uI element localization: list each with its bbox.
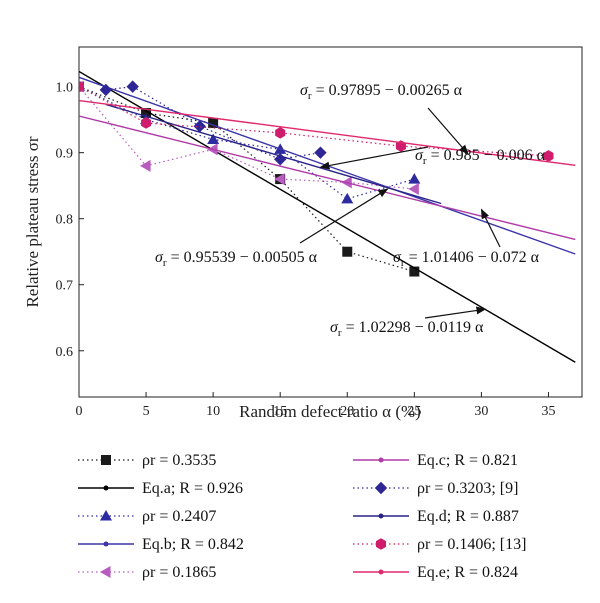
annotation-arrow	[427, 107, 469, 155]
legend-dot	[378, 457, 384, 463]
fit-equation-label: σr = 0.985 − 0.006 α	[415, 147, 546, 167]
y-tick-label: 0.8	[56, 213, 74, 228]
fit-line	[79, 115, 576, 241]
data-point	[409, 266, 420, 277]
series-1	[79, 70, 576, 363]
legend-item: Eq.a; R = 0.926	[78, 480, 243, 497]
legend-marker	[100, 566, 111, 578]
series-5	[79, 115, 576, 241]
series-8	[79, 80, 554, 162]
legend-item: Eq.c; R = 0.821	[353, 452, 518, 469]
annotation-arrow	[319, 146, 429, 170]
legend-label: ρr = 0.3535	[142, 452, 216, 469]
data-point	[126, 80, 139, 93]
legend-label: Eq.b; R = 0.842	[142, 536, 244, 553]
legend-item: Eq.d; R = 0.887	[353, 508, 519, 525]
legend-label: Eq.e; R = 0.824	[417, 564, 518, 581]
legend-dot	[378, 569, 384, 575]
legend-item: Eq.e; R = 0.824	[353, 564, 518, 581]
legend-item: Eq.b; R = 0.842	[78, 536, 244, 553]
dotted-connector	[79, 86, 549, 157]
data-point	[99, 83, 113, 97]
series-7	[105, 103, 442, 205]
legend-label: ρr = 0.3203; [9]	[417, 480, 518, 497]
legend-dot	[103, 485, 109, 491]
legend-label: ρr = 0.2407	[142, 508, 216, 525]
legend-marker	[374, 481, 388, 495]
legend-item: ρr = 0.3203; [9]	[353, 480, 518, 497]
fit-equation-label: σr = 1.02298 − 0.0119 α	[330, 319, 484, 339]
legend-marker	[100, 510, 112, 521]
y-tick-label: 0.7	[56, 279, 74, 294]
annotation-arrow	[299, 188, 389, 244]
fit-line	[79, 99, 576, 166]
x-axis-title: Random defect ratio α (%)	[239, 402, 421, 421]
legend-label: ρr = 0.1865	[142, 564, 216, 581]
y-axis-title: Relative plateau stress σr	[23, 136, 42, 307]
data-point	[141, 117, 152, 129]
y-tick-label: 0.6	[56, 345, 74, 360]
legend-marker	[375, 538, 387, 550]
legend-dot	[378, 513, 384, 519]
annotation-arrow	[424, 306, 487, 319]
legend-label: Eq.d; R = 0.887	[417, 508, 519, 525]
legend-label: ρr = 0.1406; [13]	[417, 536, 526, 553]
legend-label: Eq.c; R = 0.821	[417, 452, 518, 469]
legend: ρr = 0.3535 Eq.a; R = 0.926 ρr = 0.2407 Eq.…	[78, 452, 526, 581]
fit-equation-label: σr = 0.97895 − 0.00265 α	[300, 82, 463, 102]
x-tick-label: 10	[206, 404, 220, 419]
y-tick-label: 1.0	[56, 81, 74, 96]
dotted-connector	[79, 86, 415, 273]
y-tick-label: 0.9	[56, 147, 74, 162]
x-tick-label: 30	[474, 404, 488, 419]
x-tick-label: 0	[76, 404, 83, 419]
fit-equation-label: σr = 0.95539 − 0.00505 α	[155, 249, 318, 269]
data-point	[408, 182, 419, 195]
data-point	[207, 133, 220, 144]
data-point	[275, 127, 286, 139]
data-point	[342, 246, 353, 257]
legend-item: ρr = 0.1865	[78, 564, 216, 581]
annotation-arrow	[480, 208, 501, 248]
data-point	[141, 108, 152, 119]
dotted-connector	[79, 86, 415, 200]
fit-line	[105, 103, 442, 205]
x-tick-label: 15	[273, 404, 287, 419]
x-tick-label: 20	[340, 404, 354, 419]
plot-frame	[78, 46, 583, 398]
dotted-connector	[79, 86, 415, 190]
data-point	[314, 146, 327, 159]
x-tick-label: 5	[143, 404, 150, 419]
data-point	[408, 173, 421, 184]
data-point	[341, 192, 354, 204]
legend-marker	[101, 455, 111, 465]
data-point	[193, 120, 206, 133]
legend-dot	[103, 541, 109, 547]
legend-label: Eq.a; R = 0.926	[142, 480, 243, 497]
fit-line	[79, 70, 576, 363]
legend-item: ρr = 0.2407	[78, 508, 216, 525]
legend-item: ρr = 0.3535	[78, 452, 216, 469]
data-point	[543, 150, 554, 162]
data-point	[140, 159, 151, 172]
data-point	[79, 80, 85, 93]
x-tick-label: 25	[407, 404, 421, 419]
data-point	[208, 117, 219, 128]
fit-equation-label: σr = 1.01406 − 0.072 α	[393, 249, 540, 269]
legend-item: ρr = 0.1406; [13]	[353, 536, 526, 553]
data-point	[274, 173, 285, 186]
x-tick-label: 35	[541, 404, 555, 419]
series-9	[79, 99, 576, 166]
